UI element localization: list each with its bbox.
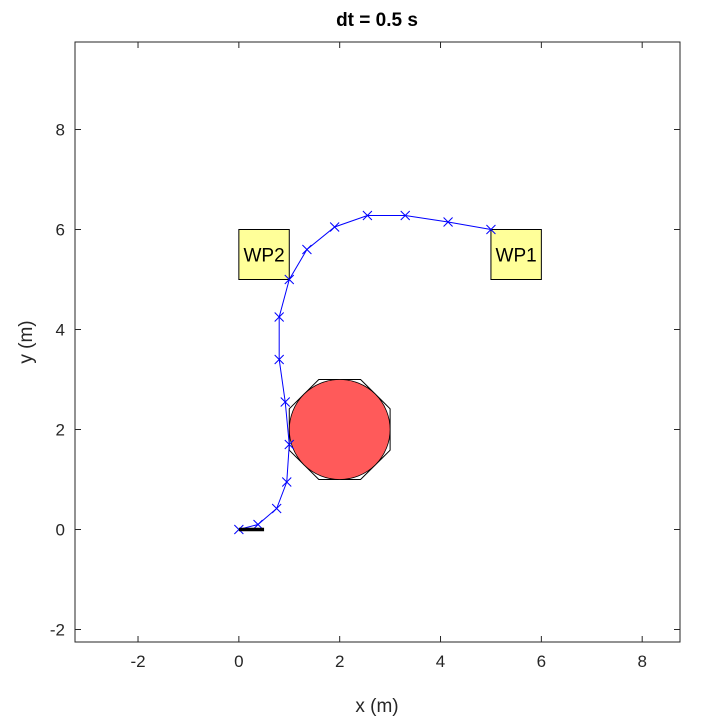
trajectory-point xyxy=(274,312,285,322)
x-tick-label: 2 xyxy=(335,652,344,671)
x-axis-label: x (m) xyxy=(355,696,398,717)
trajectory-point xyxy=(253,519,263,530)
waypoint-wp1-label: WP1 xyxy=(496,246,537,267)
x-tick-label: 0 xyxy=(234,652,243,671)
waypoint-wp2-box xyxy=(238,229,290,280)
trajectory-point xyxy=(486,224,496,235)
trajectory-point xyxy=(302,244,312,255)
axes-box xyxy=(74,41,681,643)
trajectory-point xyxy=(271,503,282,514)
trajectory-point xyxy=(281,477,292,487)
trajectory-point xyxy=(234,524,244,535)
y-tick-label: 2 xyxy=(56,421,65,440)
trajectory-point xyxy=(274,354,285,365)
x-tick-label: 8 xyxy=(637,652,646,671)
trajectory-point xyxy=(284,439,295,450)
waypoint-wp2-label: WP2 xyxy=(243,246,284,267)
trajectory-point xyxy=(400,210,411,221)
y-tick-label: 8 xyxy=(56,121,65,140)
x-tick-label: 6 xyxy=(537,652,546,671)
obstacle-circle xyxy=(288,379,391,480)
x-tick-label: 4 xyxy=(436,652,445,671)
y-tick-label: 0 xyxy=(56,521,65,540)
trajectory-point xyxy=(362,210,373,221)
y-axis-label: y (m) xyxy=(16,320,37,363)
trajectory-point xyxy=(329,222,340,232)
axes-background xyxy=(75,42,680,642)
x-tick-label: -2 xyxy=(130,652,145,671)
y-tick-label: -2 xyxy=(50,621,65,640)
obstacle-octagon xyxy=(288,379,391,480)
chart-title: dt = 0.5 s xyxy=(336,10,418,31)
trajectory-point xyxy=(280,397,291,407)
trajectory-point xyxy=(284,274,295,285)
waypoint-wp1-box xyxy=(490,229,542,280)
y-tick-label: 6 xyxy=(56,221,65,240)
y-tick-label: 4 xyxy=(56,321,65,340)
trajectory-point xyxy=(443,217,453,227)
